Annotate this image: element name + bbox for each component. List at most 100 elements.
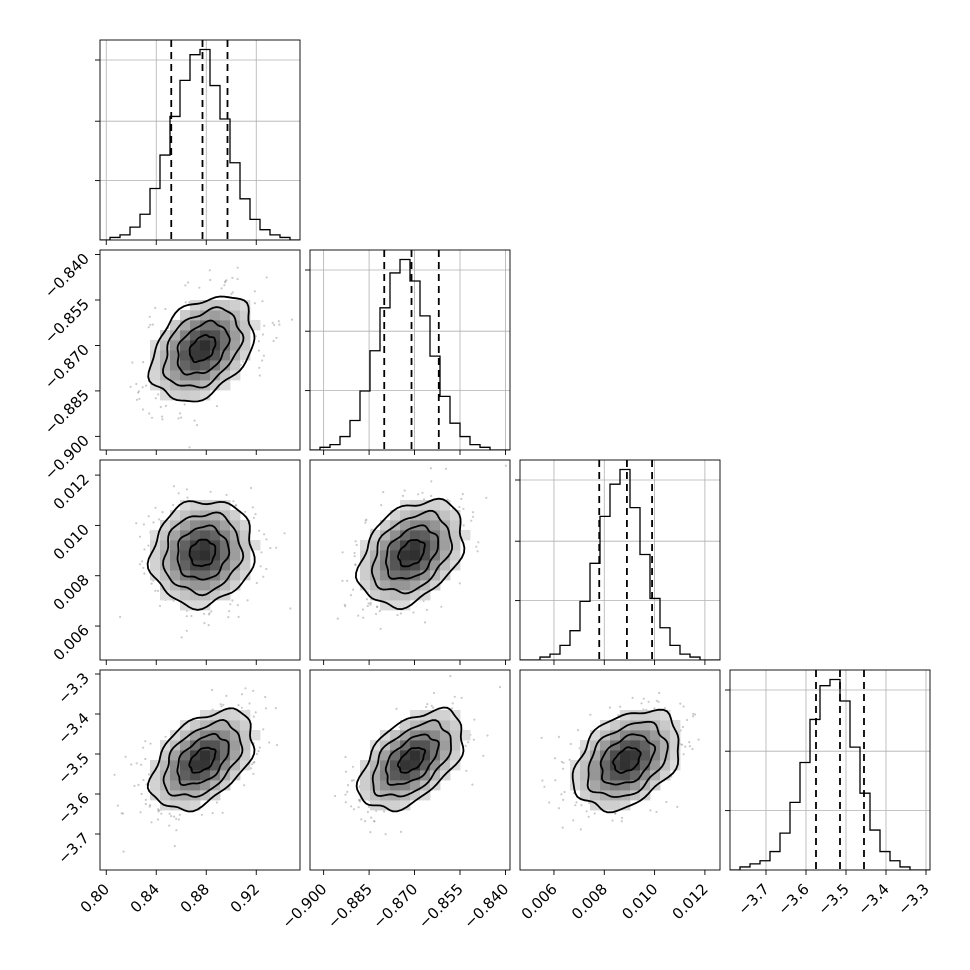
sample-point [351,765,354,768]
sample-point [151,323,154,326]
panel-3-1: −0.900−0.885−0.870−0.855−0.840 [278,669,512,932]
x-tick-label: −0.855 [415,880,467,932]
density-cell [170,520,181,531]
density-cell [410,540,421,551]
density-cell [240,540,251,551]
sample-point [470,519,473,522]
sample-point [361,608,365,611]
density-cell [370,750,381,761]
density-cell [220,760,231,771]
density-cell [160,380,171,391]
sample-point [563,790,566,794]
sample-point [467,741,470,744]
sample-point [187,281,190,284]
density-cell [240,300,251,311]
sample-point [412,611,415,614]
sample-point [399,612,402,615]
density-cell [600,790,611,801]
sample-point [458,582,461,585]
density-cell [150,770,161,781]
sample-point [175,829,178,832]
density-cell [580,740,591,751]
sample-point [254,513,257,516]
density-cell [650,730,661,741]
density-cell [600,750,611,761]
density-cell [420,750,431,761]
density-cell [430,520,441,531]
sample-point [422,498,426,501]
sample-point [344,801,347,804]
density-cell [410,580,421,591]
sample-point [94,351,96,353]
sample-point [341,579,344,583]
density-cell [170,510,181,521]
sample-point [384,833,387,836]
density-cell [650,710,661,721]
density-cell [230,530,241,541]
sample-point [208,612,211,615]
sample-point [462,507,465,510]
sample-point [148,315,151,318]
sample-point [403,489,406,492]
sample-point [395,707,398,711]
density-cell [360,560,371,571]
sample-point [562,767,565,770]
density-cell [630,720,641,731]
density-cell [590,750,601,761]
panel-frame [309,249,511,451]
panel-1-1 [305,249,511,455]
sample-point [451,702,454,705]
sample-point [252,516,255,520]
sample-point [376,605,379,608]
density-cell [640,740,651,751]
sample-point [161,418,164,421]
sample-point [275,336,278,339]
sample-point [354,563,357,566]
sample-point [400,830,403,834]
sample-point [135,762,138,765]
contour-level-3 [146,707,256,813]
sample-point [160,812,163,815]
density-cell [400,560,411,571]
density-cell [200,390,211,401]
sample-point [255,752,259,756]
density-cell [240,570,251,581]
density-cell [440,710,451,721]
sample-point [164,404,168,407]
sample-point [346,790,349,794]
sample-point [373,820,376,823]
sample-point [143,548,146,551]
density-cell [580,790,591,801]
density-cell [610,770,621,781]
sample-point [579,828,582,831]
density-cell [190,310,201,321]
panel-3-0: −3.7−3.6−3.5−3.4−3.3 0.80 0.84 0.88 0.92 [54,669,301,916]
density-cell [380,770,391,781]
density-cell [200,780,211,791]
sample-point [235,504,238,507]
sample-point [175,817,178,821]
sample-point [366,810,369,814]
density-cell [400,730,411,741]
sample-point [249,486,252,490]
density-cell [630,750,641,761]
density-cell [370,570,381,581]
density-cell [180,350,191,361]
sample-point [611,819,614,822]
sample-point [198,286,201,289]
density-cell [180,550,191,561]
sample-point [231,599,234,602]
sample-point [425,705,428,709]
density-cell [200,540,211,551]
density-cell [390,740,401,751]
density-cell [200,730,211,741]
sample-point [138,563,142,566]
sample-point [587,815,590,818]
sample-point [147,773,151,776]
density-cell [420,590,431,601]
sample-point [142,566,145,570]
density-cell [420,720,431,731]
panel-frame [519,459,721,661]
density-cell [170,570,181,581]
sample-point [560,793,563,796]
